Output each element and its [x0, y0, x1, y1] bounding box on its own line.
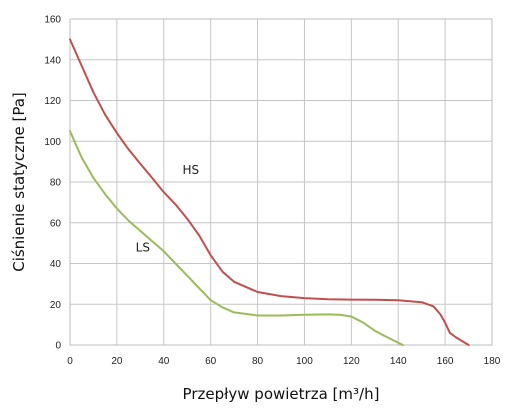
x-tick-label: 40	[158, 356, 170, 367]
x-tick-label: 160	[437, 356, 454, 367]
x-tick-label: 120	[343, 356, 360, 367]
y-tick-label: 140	[44, 55, 61, 66]
x-axis-title: Przepływ powietrza [m³/h]	[183, 385, 380, 403]
series-layer: HS LS	[69, 38, 470, 346]
y-tick-label: 160	[44, 15, 61, 26]
x-tick-label: 180	[484, 356, 501, 367]
y-tick-label: 20	[50, 300, 62, 311]
x-tick-label: 60	[205, 356, 217, 367]
x-tick-label: 80	[252, 356, 264, 367]
y-tick-label: 60	[50, 218, 62, 229]
x-tick-label: 140	[390, 356, 407, 367]
series-label-hs: HS	[183, 163, 200, 177]
y-tick-label: 100	[44, 137, 61, 148]
series-label-ls: LS	[136, 240, 150, 254]
x-tick-label: 0	[67, 356, 73, 367]
y-tick-label: 0	[55, 341, 61, 352]
x-tick-label: 20	[111, 356, 123, 367]
y-tick-label: 40	[50, 259, 62, 270]
series-line-hs	[69, 38, 470, 346]
y-tick-label: 80	[50, 178, 62, 189]
plot-area	[69, 18, 493, 346]
x-tick-label: 100	[296, 356, 313, 367]
y-tick-label: 120	[44, 96, 61, 107]
y-axis-title: Ciśnienie statyczne [Pa]	[10, 92, 28, 272]
x-axis-ticks: 0 20 40 60 80 100 120 140 160 180	[67, 356, 501, 367]
y-axis-ticks: 0 20 40 60 80 100 120 140 160	[44, 15, 61, 352]
series-line-ls	[69, 130, 404, 346]
